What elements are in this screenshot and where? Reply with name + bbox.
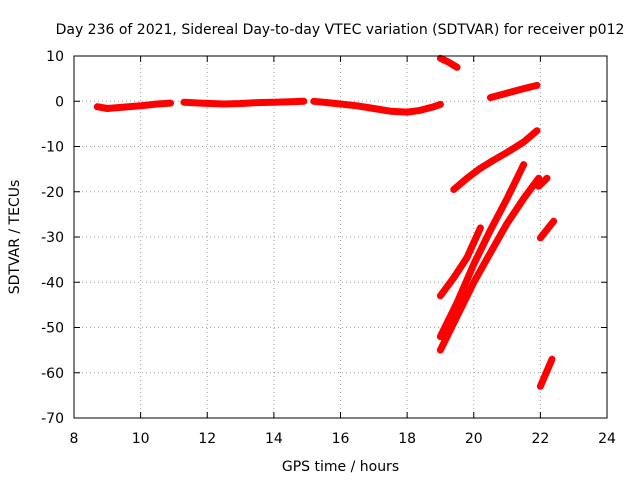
x-tick-label: 20 [465,431,483,447]
x-tick-label: 14 [265,431,283,447]
series-line [436,224,484,300]
series-line [536,217,558,242]
axis-ticks: 8 10 12 14 16 18 20 22 24 10 0 -10 -20 -30 -40 -50 -60 -7… [41,49,616,447]
y-tick-label: -40 [41,275,64,291]
y-tick-label: -70 [41,411,64,427]
y-tick-label: -30 [41,230,64,246]
x-tick-label: 8 [70,431,79,447]
series-line [93,99,175,112]
x-tick-label: 12 [198,431,216,447]
chart-title: Day 236 of 2021, Sidereal Day-to-day VTE… [56,22,625,38]
y-tick-label: 10 [46,49,64,65]
series-line [436,54,461,71]
series-line [536,355,556,390]
x-tick-label: 22 [531,431,549,447]
y-axis-title: SDTVAR / TECUs [7,180,23,295]
y-tick-label: -50 [41,321,64,337]
x-axis-title: GPS time / hours [282,459,399,475]
series-line [486,81,541,102]
series-line [310,97,444,116]
series-line [450,127,541,193]
series-line [180,97,308,108]
y-tick-label: -20 [41,185,64,201]
data-series [93,54,558,390]
y-tick-label: -60 [41,366,64,382]
y-tick-label: 0 [55,94,64,110]
x-tick-label: 24 [598,431,616,447]
grid [74,56,607,418]
y-tick-label: -10 [41,140,64,156]
x-tick-label: 18 [398,431,416,447]
x-tick-label: 10 [132,431,150,447]
series-line [535,174,551,190]
series-line [436,161,528,341]
series-line [436,174,543,354]
x-tick-label: 16 [332,431,350,447]
